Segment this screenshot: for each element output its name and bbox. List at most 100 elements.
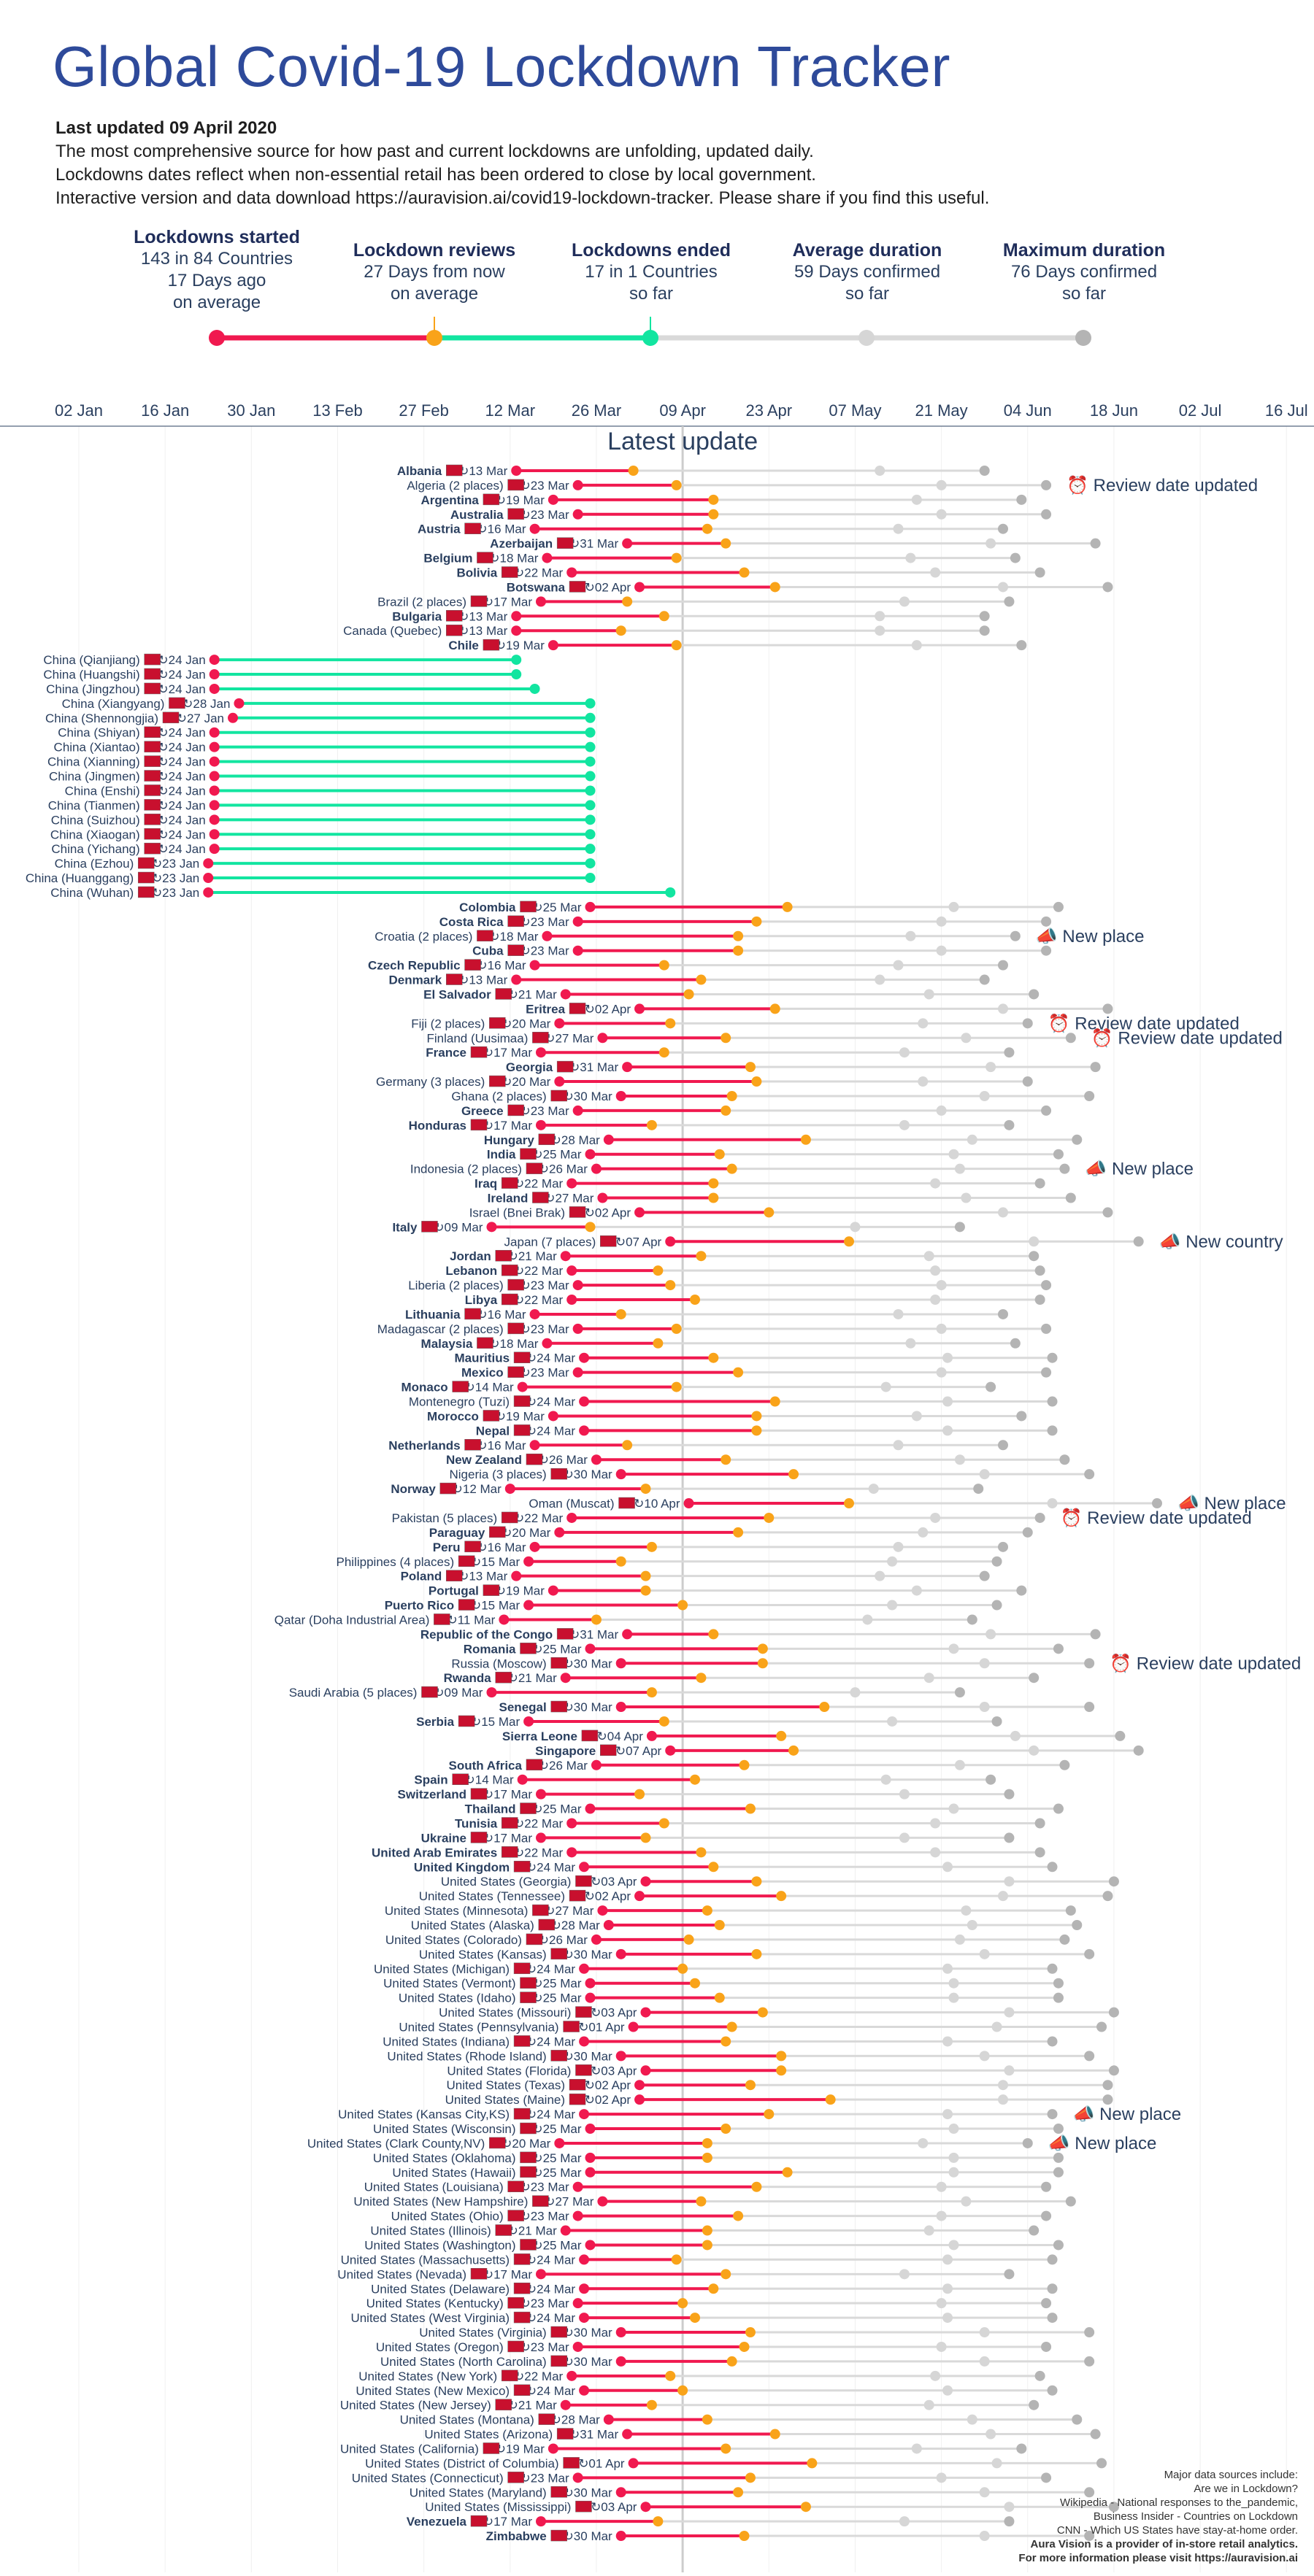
average-dot <box>948 2167 959 2178</box>
start-dot <box>640 1876 651 1887</box>
maximum-dot <box>979 611 990 622</box>
row-label: Jordan <box>450 1249 491 1263</box>
review-dot <box>769 2429 780 2440</box>
maximum-dot <box>1034 1295 1045 1306</box>
row-label: United States (Hawaii) <box>392 2166 515 2180</box>
start-dot <box>517 1774 528 1785</box>
stat-line: 17 Days ago <box>167 271 266 290</box>
review-dot <box>628 466 639 476</box>
review-dot <box>690 1774 700 1785</box>
flag-icon <box>550 1468 567 1480</box>
average-dot <box>948 1803 959 1814</box>
flag-icon <box>575 1875 592 1887</box>
maximum-dot <box>1059 1934 1070 1945</box>
average-dot <box>875 611 885 622</box>
start-dot <box>640 2007 651 2018</box>
flag-icon <box>144 682 161 695</box>
row-start-date: ↻02 Apr <box>585 2078 631 2092</box>
review-dot <box>726 2021 737 2032</box>
row-label: United States (Oregon) <box>376 2340 504 2354</box>
row-label: United Arab Emirates <box>372 1846 497 1859</box>
average-dot <box>899 1832 910 1843</box>
row-start-date: ↻16 Mar <box>477 1308 526 1322</box>
row-label: China (Shennongjia) <box>45 712 158 725</box>
average-dot <box>979 2531 990 2542</box>
row-label: China (Qianjiang) <box>43 653 139 667</box>
flag-icon <box>520 1991 537 2003</box>
review-dot <box>844 1236 854 1247</box>
flag-icon <box>550 2050 567 2062</box>
start-dot <box>536 1832 546 1843</box>
row-label: Poland <box>401 1570 442 1584</box>
row-label: Costa Rica <box>439 915 504 929</box>
average-dot <box>893 960 904 971</box>
review-dot <box>702 2152 712 2163</box>
row-start-date: ↻24 Jan <box>158 842 205 856</box>
stat-average-duration: Average duration 59 Days confirmed so fa… <box>758 239 977 305</box>
flag-icon <box>464 1439 481 1451</box>
end-dot <box>585 712 596 723</box>
row-start-date: ↻17 Mar <box>483 2267 532 2281</box>
average-dot <box>979 2051 990 2062</box>
review-dot <box>690 2313 700 2324</box>
flag-icon <box>507 915 524 928</box>
maximum-dot <box>991 1556 1002 1567</box>
stat-lockdown-reviews: Lockdown reviews 27 Days from now on ave… <box>325 239 544 305</box>
review-dot <box>658 1047 669 1058</box>
flag-icon <box>483 2442 500 2454</box>
flag-icon <box>495 1671 512 1684</box>
flag-icon <box>477 930 493 942</box>
row-label: Finland (Uusimaa) <box>427 1031 529 1045</box>
flag-icon <box>575 2064 592 2076</box>
row-start-date: ↻23 Mar <box>520 2210 569 2224</box>
row-label: Republic of the Congo <box>420 1627 553 1641</box>
start-dot <box>523 1556 534 1567</box>
average-dot <box>936 479 947 490</box>
flag-icon <box>520 2151 537 2164</box>
start-dot <box>572 945 583 956</box>
maximum-dot <box>1084 1658 1095 1669</box>
stat-line: 59 Days confirmed <box>794 262 941 282</box>
start-dot <box>597 1905 608 1916</box>
average-dot <box>1029 1236 1040 1247</box>
average-dot <box>868 1484 879 1495</box>
start-dot <box>203 873 214 884</box>
row-label: United States (Ohio) <box>391 2210 504 2224</box>
average-dot <box>936 1280 947 1291</box>
flag-icon <box>507 1366 524 1378</box>
row-label: Honduras <box>409 1119 466 1133</box>
row-start-date: ↻04 Apr <box>597 1729 644 1743</box>
flag-icon <box>569 1206 586 1218</box>
review-dot <box>721 1454 731 1465</box>
row-start-date: ↻02 Apr <box>585 580 631 594</box>
row-start-date: ↻23 Mar <box>520 479 569 493</box>
source-line: Aura Vision is a provider of in-store re… <box>1030 2538 1298 2550</box>
flag-icon <box>513 2108 531 2120</box>
end-dot <box>585 800 596 811</box>
flag-icon <box>501 1293 518 1306</box>
row-label: Peru <box>433 1540 461 1554</box>
maximum-dot <box>1053 1992 1064 2003</box>
row-start-date: ↻20 Mar <box>502 1017 550 1030</box>
average-dot <box>930 1847 941 1858</box>
start-dot <box>615 1948 626 1959</box>
start-dot <box>511 466 522 476</box>
average-dot <box>887 1600 898 1611</box>
maximum-dot <box>1016 2443 1027 2454</box>
timeline-chart: 02 Jan 16 Jan 30 Jan 13 Feb 27 Feb 12 Mar 26 M… <box>0 394 1314 2572</box>
maximum-dot <box>1084 1702 1095 1713</box>
review-dot <box>646 1687 657 1698</box>
flag-icon <box>532 1032 549 1044</box>
average-dot <box>899 596 910 607</box>
maximum-dot <box>1034 1265 1045 1276</box>
review-dot <box>721 2124 731 2135</box>
start-dot <box>572 916 583 927</box>
review-dot <box>721 2036 731 2047</box>
start-dot <box>209 683 220 694</box>
row-label: Philippines (4 places) <box>337 1555 455 1569</box>
review-dot <box>708 2283 719 2294</box>
start-dot <box>554 1018 565 1029</box>
maximum-dot <box>1053 1803 1064 1814</box>
row-label: United States (Minnesota) <box>385 1904 529 1918</box>
average-dot <box>967 1134 977 1145</box>
